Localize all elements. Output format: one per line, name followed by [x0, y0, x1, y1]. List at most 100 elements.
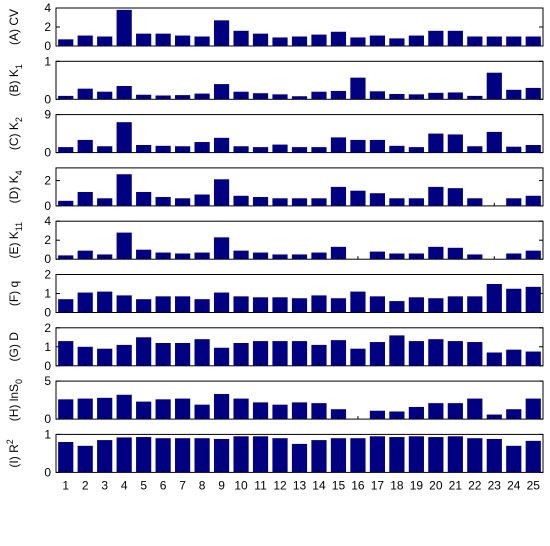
bar — [272, 438, 288, 473]
bar — [369, 193, 386, 206]
bar — [311, 440, 327, 473]
bar — [272, 37, 288, 46]
bar — [233, 398, 249, 420]
bar — [252, 402, 269, 420]
bar — [213, 84, 230, 100]
bar — [272, 198, 288, 206]
bar — [291, 198, 308, 206]
bar — [311, 198, 327, 206]
panel-d: 0 1 2 (G) D — [7, 321, 544, 373]
bar — [136, 33, 152, 46]
bar — [194, 299, 210, 313]
bar — [194, 404, 210, 420]
bar — [272, 297, 288, 313]
y-axis-label-text: (G) D — [7, 332, 21, 362]
bar — [525, 351, 541, 366]
bar — [116, 394, 132, 420]
bar — [506, 36, 522, 46]
bar — [116, 344, 132, 366]
bar — [291, 402, 308, 420]
bar — [213, 20, 230, 46]
bar — [369, 139, 386, 153]
bar — [77, 139, 93, 153]
y-tick-label: 0 — [44, 465, 51, 479]
bar — [155, 145, 171, 153]
bar — [389, 301, 405, 313]
bar — [116, 122, 132, 153]
bar — [77, 346, 93, 366]
bar — [389, 437, 405, 473]
bar — [97, 397, 113, 420]
bar — [428, 30, 444, 46]
bar — [233, 30, 249, 46]
bar — [233, 195, 249, 206]
bar — [155, 197, 171, 206]
bar — [97, 146, 113, 153]
bar — [291, 443, 308, 473]
bar — [467, 146, 483, 153]
bar — [330, 137, 347, 153]
bar — [97, 36, 113, 46]
y-axis-label: (B) K1 — [7, 64, 24, 96]
y-axis-label-text: (A) CV — [7, 9, 21, 45]
x-tick-label: 4 — [121, 478, 128, 492]
bar — [428, 339, 444, 366]
bar — [155, 399, 171, 420]
bar — [506, 349, 522, 366]
x-tick-label: 24 — [507, 478, 521, 492]
bar — [155, 296, 171, 313]
bar — [194, 252, 210, 260]
bar — [155, 343, 171, 366]
bar — [77, 191, 93, 206]
x-tick-label: 23 — [488, 478, 502, 492]
bar — [486, 284, 502, 313]
bar — [447, 403, 463, 420]
y-tick-label: 0 — [44, 252, 51, 266]
x-tick-label: 14 — [312, 478, 326, 492]
bar — [77, 35, 93, 46]
bar — [175, 398, 191, 420]
panel-r2: 01(I) R21 2 3 4 5 6 7 8 9 10 11 12 13 14 15 16 17 18 19 20 2… — [5, 427, 544, 492]
x-tick-label: 13 — [293, 478, 307, 492]
bar — [58, 39, 74, 46]
x-tick-label: 22 — [468, 478, 482, 492]
x-tick-label: 12 — [273, 478, 287, 492]
bar — [136, 437, 152, 473]
panel-lns0: 05(H) lnS0 — [7, 374, 544, 426]
y-tick-label: 2 — [44, 174, 51, 188]
x-tick-label: 3 — [101, 478, 108, 492]
bar — [116, 86, 132, 100]
x-tick-label: 1 — [62, 478, 69, 492]
bar — [194, 339, 210, 366]
y-axis-label-text: (I) R — [7, 444, 21, 468]
bar — [447, 30, 463, 46]
bar — [136, 191, 152, 206]
x-tick-label: 7 — [179, 478, 186, 492]
bar — [389, 38, 405, 46]
bar — [350, 438, 366, 473]
bar — [213, 179, 230, 206]
y-tick-label: 4 — [44, 214, 51, 228]
y-tick-label: 1 — [44, 54, 51, 68]
bar — [428, 133, 444, 153]
bar — [486, 352, 502, 366]
bar — [369, 436, 386, 473]
bar — [506, 445, 522, 473]
bar — [525, 36, 541, 46]
bar — [194, 142, 210, 153]
y-axis-label: (G) D — [7, 332, 21, 362]
x-tick-label: 5 — [140, 478, 147, 492]
bar — [272, 144, 288, 153]
y-axis-label-text: (D) K — [7, 175, 21, 203]
bar — [97, 198, 113, 206]
x-tick-label: 10 — [234, 478, 248, 492]
y-axis-label-superscript: 2 — [5, 439, 15, 444]
bar — [77, 88, 93, 100]
bar — [330, 31, 347, 46]
bar — [369, 35, 386, 46]
y-tick-label: 1 — [44, 427, 51, 441]
y-axis-label: (F) q — [7, 281, 21, 306]
x-tick-label: 9 — [218, 478, 225, 492]
bar — [77, 292, 93, 313]
bar — [311, 344, 327, 366]
